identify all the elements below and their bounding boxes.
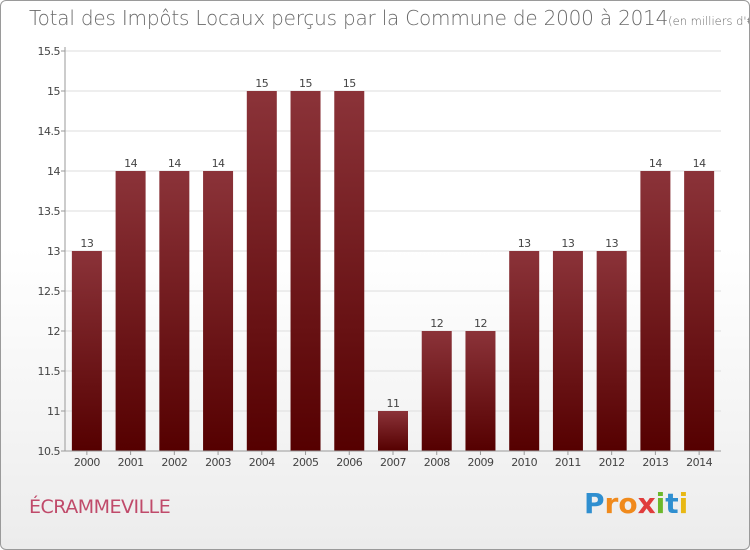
bar-value-label: 14 <box>124 157 137 170</box>
bar-value-label: 13 <box>605 237 618 250</box>
bar-2005 <box>290 91 321 451</box>
y-tick-label: 14.5 <box>38 125 61 138</box>
bar-value-label: 15 <box>255 77 268 90</box>
y-tick-label: 14 <box>47 165 60 178</box>
y-tick-label: 15 <box>47 85 60 98</box>
y-tick-label: 13.5 <box>38 205 61 218</box>
bar-value-label: 14 <box>649 157 662 170</box>
bar-value-label: 14 <box>693 157 706 170</box>
x-tick-label: 2009 <box>467 456 493 469</box>
x-tick-label: 2013 <box>642 456 668 469</box>
x-tick-label: 2007 <box>380 456 406 469</box>
bar-2004 <box>246 91 277 451</box>
commune-name: ÉCRAMMEVILLE <box>29 496 171 518</box>
x-tick-label: 2000 <box>74 456 100 469</box>
bar-2014 <box>684 171 715 451</box>
bar-2009 <box>465 331 496 451</box>
axes: 10.5 11 11.5 12 12.5 13 13.5 14 14.5 15 15.5 2000 20… <box>38 45 721 469</box>
bar-2002 <box>159 171 190 451</box>
bar-value-label: 13 <box>80 237 93 250</box>
logo-letter: o <box>618 487 638 520</box>
x-tick-label: 2001 <box>118 456 144 469</box>
logo-letter: t <box>665 487 679 520</box>
bar-2000 <box>71 251 102 451</box>
y-tick-label: 13 <box>47 245 60 258</box>
bar-2003 <box>203 171 234 451</box>
bar-2008 <box>421 331 452 451</box>
bar-2006 <box>334 91 365 451</box>
bar-chart: 13 14 14 14 15 15 15 11 12 12 13 13 13 14 14 10.5 11 11.… <box>38 45 721 469</box>
x-tick-label: 2003 <box>205 456 231 469</box>
bar-2013 <box>640 171 671 451</box>
bar-value-label: 13 <box>518 237 531 250</box>
logo-letter: i <box>678 487 689 520</box>
logo-letter: i <box>655 487 666 520</box>
bar-2010 <box>509 251 540 451</box>
bar-value-label: 13 <box>561 237 574 250</box>
y-tick-label: 11 <box>47 405 60 418</box>
x-tick-label: 2008 <box>424 456 450 469</box>
y-tick-label: 15.5 <box>38 45 61 58</box>
y-tick-label: 12.5 <box>38 285 61 298</box>
x-tick-label: 2002 <box>161 456 187 469</box>
bar-2012 <box>596 251 627 451</box>
bars: 13 14 14 14 15 15 15 11 12 12 13 13 13 14 14 <box>71 77 715 451</box>
x-tick-label: 2014 <box>686 456 712 469</box>
logo-letter: x <box>637 487 656 520</box>
proxiti-logo[interactable]: Proxiti <box>584 487 688 520</box>
chart-title: Total des Impôts Locaux perçus par la Co… <box>29 6 750 30</box>
chart-title-main: Total des Impôts Locaux perçus par la Co… <box>29 6 669 30</box>
bar-value-label: 11 <box>387 397 400 410</box>
x-tick-label: 2011 <box>555 456 581 469</box>
bar-value-label: 14 <box>212 157 225 170</box>
bar-value-label: 12 <box>430 317 443 330</box>
x-tick-label: 2012 <box>599 456 625 469</box>
y-tick-label: 11.5 <box>38 365 61 378</box>
x-tick-label: 2005 <box>293 456 319 469</box>
bar-2007 <box>378 411 408 451</box>
bar-value-label: 15 <box>299 77 312 90</box>
logo-letter: r <box>604 487 619 520</box>
x-tick-label: 2006 <box>336 456 362 469</box>
bar-value-label: 12 <box>474 317 487 330</box>
y-tick-label: 10.5 <box>38 445 61 458</box>
bar-2001 <box>115 171 146 451</box>
y-tick-label: 12 <box>47 325 60 338</box>
x-tick-label: 2010 <box>511 456 537 469</box>
chart-title-unit: (en milliers d'€) <box>668 14 750 28</box>
logo-letter: P <box>584 487 605 520</box>
bar-value-label: 14 <box>168 157 181 170</box>
x-tick-label: 2004 <box>249 456 275 469</box>
bar-value-label: 15 <box>343 77 356 90</box>
bar-2011 <box>552 251 583 451</box>
